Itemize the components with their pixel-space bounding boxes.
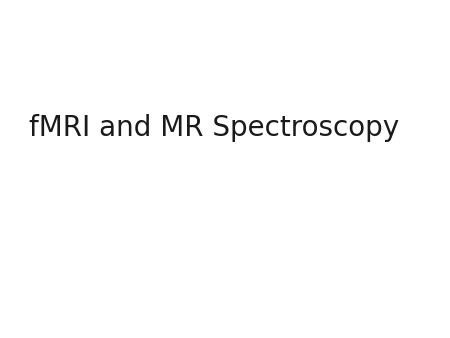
Text: fMRI and MR Spectroscopy: fMRI and MR Spectroscopy <box>29 115 400 142</box>
